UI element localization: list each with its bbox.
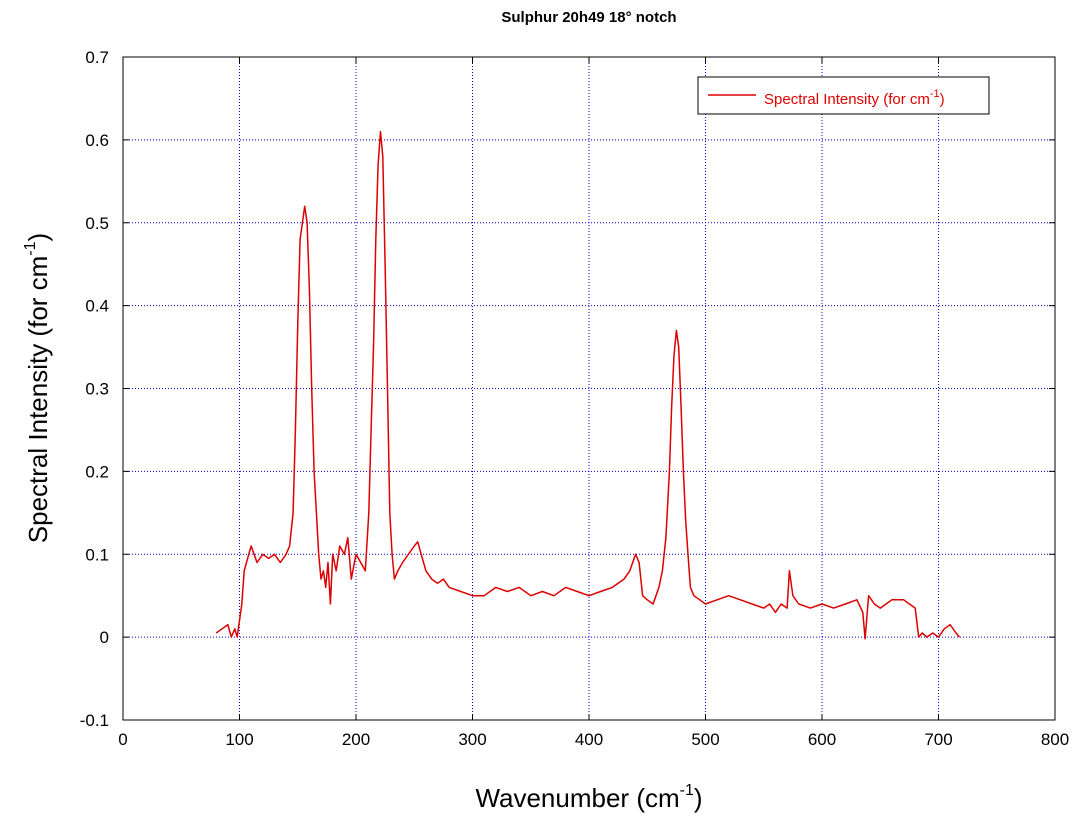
y-tick-label: 0.4: [85, 297, 109, 316]
y-axis-label-sup: -1: [22, 241, 39, 255]
x-axis-label: Wavenumber (cm-1): [475, 782, 702, 813]
y-tick-labels: -0.1 0 0.1 0.2 0.3 0.4 0.5 0.6 0.7: [80, 48, 109, 730]
legend-label-sup: -1: [930, 88, 940, 100]
x-tick-label: 400: [575, 730, 603, 749]
x-tick-label: 200: [342, 730, 370, 749]
legend-label-main: Spectral Intensity (for cm: [764, 91, 930, 108]
x-tick-label: 100: [225, 730, 253, 749]
legend-box: [697, 76, 990, 115]
y-axis-label-main: Spectral Intensity (for cm: [23, 256, 53, 544]
grid: [123, 57, 1055, 720]
x-tick-label: 700: [924, 730, 952, 749]
y-tick-label: 0.5: [85, 214, 109, 233]
x-axis-label-main: Wavenumber (cm: [475, 783, 679, 813]
chart-title: Sulphur 20h49 18° notch: [501, 9, 676, 26]
y-axis-label-close: ): [23, 233, 53, 242]
axis-ticks: [122, 56, 1056, 721]
y-tick-label: 0.2: [85, 462, 109, 481]
x-tick-label: 300: [458, 730, 486, 749]
y-tick-label: 0.3: [85, 380, 109, 399]
legend-label-close: ): [940, 91, 945, 108]
y-tick-label: -0.1: [80, 711, 109, 730]
x-tick-label: 0: [118, 730, 127, 749]
y-axis-label: Spectral Intensity (for cm-1): [22, 233, 53, 543]
x-tick-label: 500: [691, 730, 719, 749]
series-layer: [215, 130, 961, 640]
x-axis-label-sup: -1: [680, 782, 694, 799]
y-tick-label: 0.6: [85, 131, 109, 150]
series-line-0: [215, 130, 961, 640]
y-tick-label: 0: [100, 628, 109, 647]
legend-label: Spectral Intensity (for cm-1): [764, 88, 945, 108]
y-tick-label: 0.1: [85, 545, 109, 564]
x-tick-label: 800: [1041, 730, 1069, 749]
x-tick-label: 600: [808, 730, 836, 749]
x-tick-labels: 0 100 200 300 400 500 600 700 800: [118, 730, 1069, 749]
y-tick-label: 0.7: [85, 48, 109, 67]
x-axis-label-close: ): [694, 783, 703, 813]
legend: Spectral Intensity (for cm-1): [697, 76, 990, 115]
